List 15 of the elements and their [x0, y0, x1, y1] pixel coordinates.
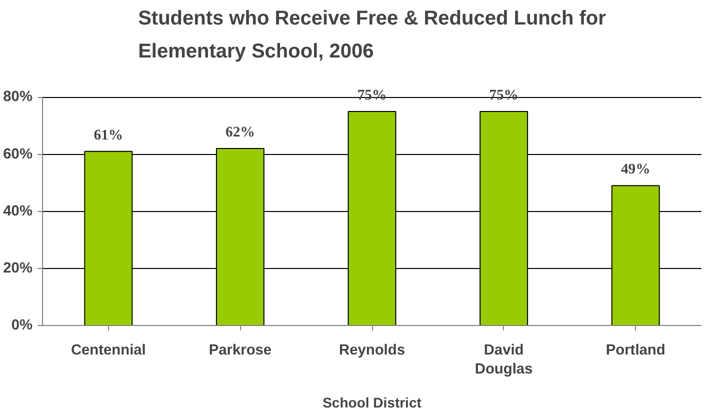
- x-tick-label: Parkrose: [208, 342, 272, 358]
- x-axis-title: School District: [322, 394, 422, 411]
- y-tick-label: 0%: [11, 318, 33, 334]
- y-tick-label: 60%: [3, 146, 33, 162]
- y-tick-label: 80%: [3, 89, 33, 106]
- y-tick-label: 40%: [3, 203, 33, 220]
- x-tick-label: David Douglas: [474, 342, 533, 378]
- data-label: 62%: [226, 124, 255, 141]
- x-tick-label: Portland: [606, 342, 666, 358]
- y-tick-label: 20%: [3, 260, 33, 276]
- chart-title: Students who Receive Free & Reduced Lunch for Elementary School, 2006: [138, 8, 606, 62]
- x-tick-label: Centennial: [70, 342, 146, 358]
- x-tick-label: Reynolds: [339, 342, 405, 358]
- data-label: 61%: [94, 127, 124, 144]
- data-label: 49%: [620, 162, 650, 178]
